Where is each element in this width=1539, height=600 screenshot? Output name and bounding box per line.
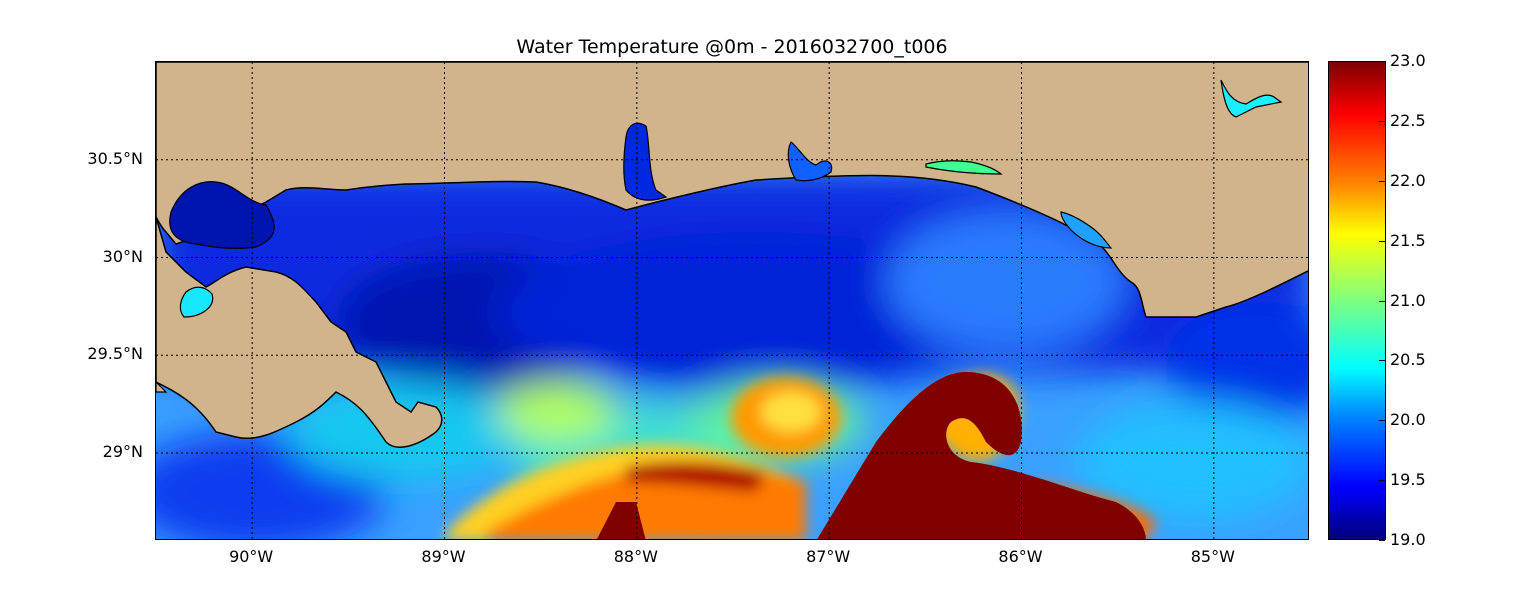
latitude-tick-label: 30°N [102, 246, 143, 266]
colorbar-tick-mark [1379, 121, 1385, 122]
colorbar-tick-label: 23.0 [1390, 51, 1426, 70]
longitude-tick-label: 85°W [1190, 547, 1235, 566]
longitude-tick-label: 87°W [806, 547, 851, 566]
latitude-tick-label: 30.5°N [87, 148, 143, 168]
longitude-tick-label: 90°W [229, 547, 274, 566]
colorbar-tick-label: 20.5 [1390, 350, 1426, 370]
colorbar-tick-mark [1379, 181, 1385, 182]
colorbar-tick-mark [1379, 540, 1385, 541]
colorbar-tick-mark [1379, 241, 1385, 242]
temperature-map [156, 62, 1308, 539]
land [156, 62, 1308, 448]
colorbar [1328, 61, 1386, 540]
colorbar-tick-mark [1379, 480, 1385, 481]
colorbar-tick-label: 19.5 [1390, 470, 1426, 490]
colorbar-tick-label: 21.0 [1390, 290, 1426, 310]
colorbar-tick-label: 20.0 [1390, 410, 1426, 430]
colorbar-tick-label: 19.0 [1390, 530, 1426, 549]
colorbar-tick-label: 22.5 [1390, 110, 1426, 130]
colorbar-tick-mark [1379, 420, 1385, 421]
map-grid [156, 62, 1308, 539]
map-title: Water Temperature @0m - 2016032700_t006 [516, 36, 948, 58]
colorbar-tick-label: 21.5 [1390, 230, 1426, 250]
map-plot-area [155, 61, 1309, 540]
latitude-tick-label: 29°N [102, 442, 143, 462]
inland-water-bodies [169, 79, 1283, 318]
colorbar-tick-mark [1379, 360, 1385, 361]
longitude-tick-label: 89°W [421, 547, 466, 566]
colorbar-tick-mark [1379, 61, 1385, 62]
longitude-tick-label: 86°W [998, 547, 1043, 566]
latitude-tick-label: 29.5°N [87, 344, 143, 364]
longitude-tick-label: 88°W [613, 547, 658, 566]
colorbar-tick-mark [1379, 301, 1385, 302]
colorbar-tick-label: 22.0 [1390, 170, 1426, 190]
